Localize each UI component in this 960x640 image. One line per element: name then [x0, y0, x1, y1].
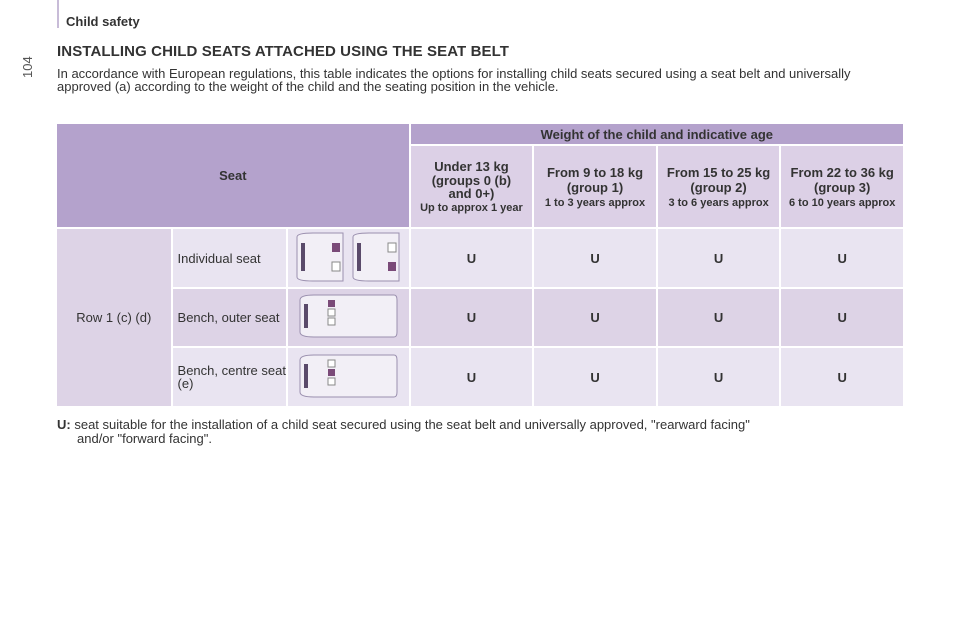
value-cell: U [534, 289, 656, 346]
car-outer-seat-icon [288, 289, 409, 346]
note-text: seat suitable for the installation of a … [74, 417, 750, 432]
seat-header: Seat [57, 124, 409, 227]
car-individual-seat-icon [288, 229, 409, 287]
value-cell: U [657, 229, 780, 287]
value-cell: U [781, 229, 903, 287]
legend-note: U: seat suitable for the installation of… [57, 418, 907, 446]
weight-header: Weight of the child and indicative age [410, 124, 903, 144]
note-text-cont: and/or "forward facing". [77, 431, 212, 446]
table-row: Row 1 (c) (d) Individual seat U U U U [57, 229, 903, 406]
page-number: 104 [20, 56, 35, 78]
value-cell: U [534, 348, 656, 406]
section-bar [57, 0, 59, 28]
car-centre-seat-icon [288, 348, 409, 406]
value-cell: U [781, 289, 903, 346]
intro-text: In accordance with European regulations,… [57, 66, 851, 94]
value-cell: U [534, 229, 656, 287]
section-title: Child safety [66, 14, 140, 29]
value-cell: U [410, 289, 533, 346]
group-header: Under 13 kg (groups 0 (b) and 0+) Up to ap… [410, 146, 533, 227]
page-title: INSTALLING CHILD SEATS ATTACHED USING TH… [57, 43, 510, 60]
group-header: From 22 to 36 kg (group 3) 6 to 10 years a… [781, 146, 903, 227]
table-row: Bench, centre seat (e) U U U U [57, 348, 903, 406]
table-row: Bench, outer seat U U U U [57, 289, 903, 346]
group-header: From 9 to 18 kg (group 1) 1 to 3 years app… [534, 146, 656, 227]
value-cell: U [657, 289, 780, 346]
value-cell: U [410, 229, 533, 287]
seat-label: Individual seat [172, 229, 287, 287]
row-label: Row 1 (c) (d) [57, 229, 171, 406]
group-header: From 15 to 25 kg (group 2) 3 to 6 years ap… [657, 146, 780, 227]
seat-label: Bench, outer seat [172, 289, 287, 346]
child-seat-table: Seat Weight of the child and indicative … [55, 122, 905, 408]
value-cell: U [410, 348, 533, 406]
note-key: U: [57, 417, 71, 432]
value-cell: U [781, 348, 903, 406]
seat-label: Bench, centre seat (e) [172, 348, 287, 406]
value-cell: U [657, 348, 780, 406]
